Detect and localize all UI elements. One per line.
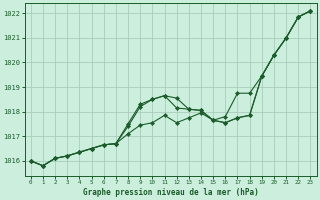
X-axis label: Graphe pression niveau de la mer (hPa): Graphe pression niveau de la mer (hPa) [83, 188, 259, 197]
